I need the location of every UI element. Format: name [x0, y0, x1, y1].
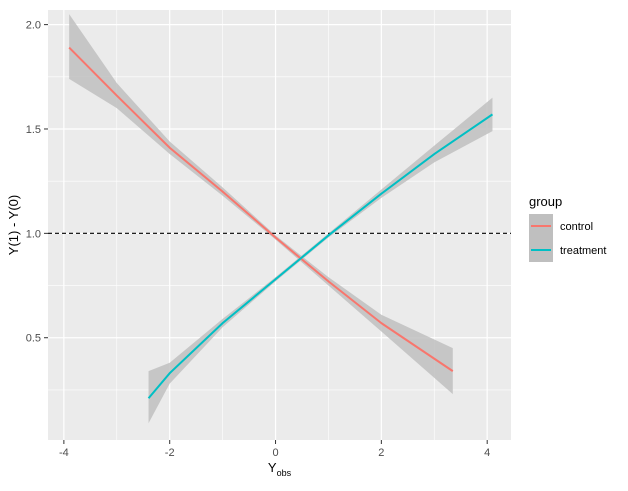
y-axis-ticks: 0.5 1.0 1.5 2.0: [26, 20, 48, 345]
ribbon-treatment: [148, 97, 493, 424]
x-axis-title: Yobs: [268, 460, 292, 478]
legend-label-control: control: [560, 221, 593, 233]
x-tick-label: -2: [165, 447, 175, 459]
x-tick-label: 4: [484, 447, 490, 459]
y-tick-label: 2.0: [26, 20, 41, 32]
y-tick-label: 0.5: [26, 333, 41, 345]
series-lines: [68, 46, 494, 399]
line-control: [68, 46, 454, 372]
y-tick-label: 1.0: [26, 228, 41, 240]
x-tick-label: 2: [378, 447, 384, 459]
ribbon-control: [69, 14, 453, 395]
legend-label-treatment: treatment: [560, 245, 606, 257]
minor-gridlines: [48, 10, 511, 440]
confidence-ribbons: [69, 14, 493, 424]
x-axis-title-main: Y: [268, 460, 277, 475]
line-treatment: [147, 113, 494, 399]
legend: group control treatment: [529, 194, 606, 262]
x-tick-label: 0: [272, 447, 278, 459]
x-axis-ticks: -4 -2 0 2 4: [59, 440, 490, 459]
x-axis-title-subscript: obs: [277, 468, 292, 478]
legend-title: group: [529, 194, 562, 209]
y-tick-label: 1.5: [26, 124, 41, 136]
y-axis-title: Y(1) - Y(0): [6, 195, 21, 255]
x-tick-label: -4: [59, 447, 69, 459]
